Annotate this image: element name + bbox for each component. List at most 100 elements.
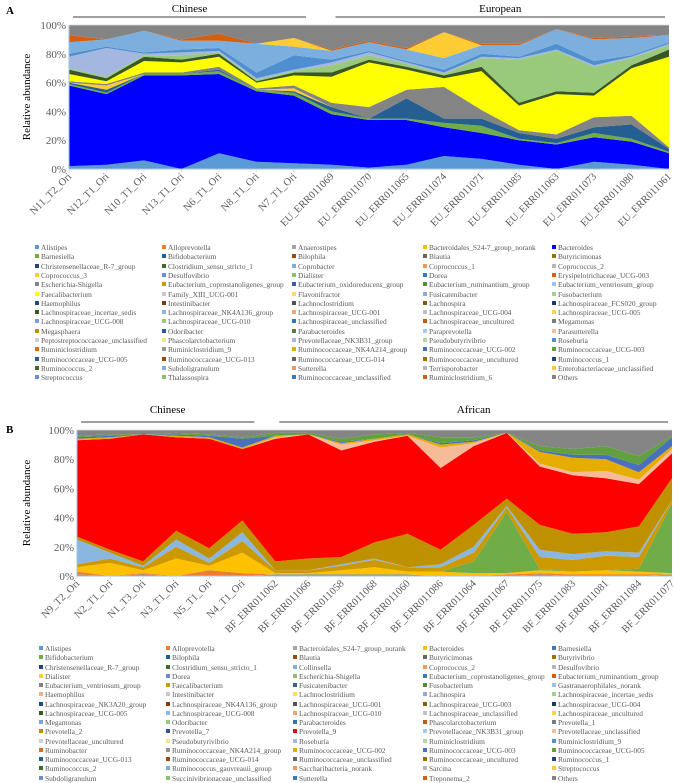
area-series-lachnospiraceae-ucg-010 bbox=[69, 45, 669, 103]
legend-item: Lachnospiraceae_UCG-003 bbox=[423, 700, 512, 709]
legend-swatch bbox=[39, 775, 43, 780]
legend-item: Blautia bbox=[423, 252, 450, 261]
legend-swatch bbox=[423, 375, 427, 380]
legend-swatch bbox=[552, 664, 556, 669]
legend-label: Others bbox=[558, 773, 578, 783]
legend-item: Coprococcus_1 bbox=[423, 262, 475, 271]
legend-swatch bbox=[552, 646, 556, 650]
legend-swatch bbox=[552, 757, 556, 761]
y-tick-label: 100% bbox=[48, 425, 74, 437]
legend-label: Ruminococcaceae_UCG-005 bbox=[558, 745, 645, 755]
legend-item: Lachnospiraceae_incertae_sedis bbox=[552, 690, 653, 699]
panel-label: B bbox=[6, 424, 14, 436]
area-series-prevotella-2 bbox=[77, 478, 672, 571]
legend-swatch bbox=[293, 720, 297, 724]
legend-swatch bbox=[293, 655, 297, 660]
legend-label: Blautia bbox=[299, 653, 321, 663]
legend-item: Megamonas bbox=[552, 317, 594, 326]
legend-item: Erysipelotrichaceae_UCG-003 bbox=[552, 271, 649, 280]
legend-item: Lachnospiraceae_UCG-001 bbox=[292, 308, 381, 317]
legend-swatch bbox=[162, 375, 166, 380]
legend-item: Collinsella bbox=[293, 663, 331, 672]
legend-swatch bbox=[35, 263, 39, 268]
legend-label: Saccharibacteria_norank bbox=[299, 764, 373, 774]
legend-swatch bbox=[423, 766, 427, 771]
legend-item: Ruminococcus_1 bbox=[552, 355, 609, 364]
legend-swatch bbox=[166, 692, 170, 697]
legend-swatch bbox=[552, 291, 556, 296]
legend-item: Streptococcus bbox=[552, 764, 599, 773]
y-tick-label: 20% bbox=[54, 542, 74, 554]
legend-label: Ruminococcus_2 bbox=[45, 764, 97, 774]
legend-label: Prevotellaceae_uncultured bbox=[45, 736, 124, 746]
legend-swatch bbox=[35, 347, 39, 352]
y-tick-label: 40% bbox=[46, 106, 66, 118]
legend-item: Enterobacteriaceae_unclassified bbox=[552, 364, 653, 373]
legend-label: Roseburia bbox=[299, 736, 329, 746]
legend-item: Barnesiella bbox=[35, 252, 74, 261]
legend-swatch bbox=[423, 300, 427, 305]
legend-item: Alistipes bbox=[39, 644, 71, 653]
legend-label: Alloprevotella bbox=[168, 243, 211, 252]
legend-label: Parabacteroides bbox=[298, 326, 345, 336]
legend-label: Erysipelotrichaceae_UCG-003 bbox=[558, 270, 650, 280]
legend-swatch bbox=[552, 701, 556, 706]
legend-label: Butyricimonas bbox=[429, 653, 473, 663]
legend-swatch bbox=[423, 664, 427, 669]
legend-swatch bbox=[552, 729, 556, 734]
legend-item: Sutterella bbox=[293, 774, 327, 783]
legend-label: Prevotellaceae_unclassified bbox=[558, 727, 641, 737]
legend-swatch bbox=[552, 775, 556, 780]
legend-item: Ruminococcus_2 bbox=[39, 764, 96, 773]
legend-item: Paraprevotella bbox=[423, 327, 472, 336]
legend-item: Ruminiclostridium bbox=[423, 737, 485, 746]
legend-item: Bifidobacterium bbox=[162, 252, 216, 261]
legend-item: Ruminococcaceae_UCG-014 bbox=[166, 755, 259, 764]
legend-label: Ruminococcus_1 bbox=[558, 354, 610, 364]
legend-item: Dialister bbox=[292, 271, 323, 280]
legend-item: Coprococcus_3 bbox=[35, 271, 87, 280]
legend-item: Gastranaerophilales_norank bbox=[552, 681, 641, 690]
legend-item: Lachnoclostridium bbox=[293, 690, 355, 699]
y-tick-label: 40% bbox=[54, 513, 74, 525]
legend-label: Flavonifractor bbox=[298, 289, 341, 299]
legend-swatch bbox=[39, 655, 43, 660]
legend-label: Lachnospiraceae_UCG-008 bbox=[172, 708, 255, 718]
legend-label: Eubacterium_coprostanoligenes_group bbox=[429, 671, 545, 681]
legend-item: Sutterella bbox=[292, 364, 326, 373]
legend-item: Alistipes bbox=[35, 243, 67, 252]
legend-swatch bbox=[293, 673, 297, 678]
legend-swatch bbox=[423, 757, 427, 761]
legend-item: Ruminococcaceae_UCG-013 bbox=[162, 355, 255, 364]
legend-label: Ruminiclostridium bbox=[429, 736, 485, 746]
area-series-faecalibacterium bbox=[69, 56, 669, 148]
group-label: African bbox=[457, 404, 491, 416]
legend-item: Ruminococcaceae_NK4A214_group bbox=[166, 746, 281, 755]
panel-a: A Chinese European 0% 20% 40% 60% 80% 100% Relati… bbox=[6, 3, 674, 229]
legend-item: Lachnospiraceae_uncultured bbox=[552, 709, 643, 718]
y-tick-label: 0% bbox=[51, 164, 66, 176]
legend-item: Alloprevotella bbox=[166, 644, 215, 653]
legend-label: Pseudobutyrivibrio bbox=[172, 736, 229, 746]
legend-item: Lachnospiraceae_UCG-004 bbox=[423, 308, 512, 317]
legend-label: Peptostreptococcaceae_unclassified bbox=[41, 336, 147, 345]
legend-swatch bbox=[166, 729, 170, 734]
area-series-faecalibacterium bbox=[77, 500, 672, 574]
legend-label: Lachnoclostridium bbox=[299, 690, 355, 700]
legend-swatch bbox=[293, 766, 297, 771]
legend-item: Bilophila bbox=[292, 252, 326, 261]
legend-label: Family_XIII_UCG-001 bbox=[168, 289, 239, 299]
legend-swatch bbox=[423, 747, 427, 752]
legend-label: Lachnospiraceae_UCG-010 bbox=[299, 708, 382, 718]
legend-label: Ruminobacter bbox=[45, 745, 87, 755]
legend-swatch bbox=[39, 646, 43, 650]
legend-item: Haemophilus bbox=[35, 299, 80, 308]
legend-item: Ruminococcaceae_uncultured bbox=[423, 755, 518, 764]
legend-label: Lachnospiraceae_UCG-004 bbox=[429, 308, 512, 318]
area-series-bacteroides bbox=[69, 74, 669, 169]
legend-label: Ruminococcaceae_UCG-014 bbox=[298, 354, 385, 364]
legend-item: Escherichia-Shigella bbox=[293, 672, 360, 681]
legend-label: Sarcina bbox=[429, 764, 452, 774]
legend-label: Odoribacter bbox=[172, 718, 208, 727]
